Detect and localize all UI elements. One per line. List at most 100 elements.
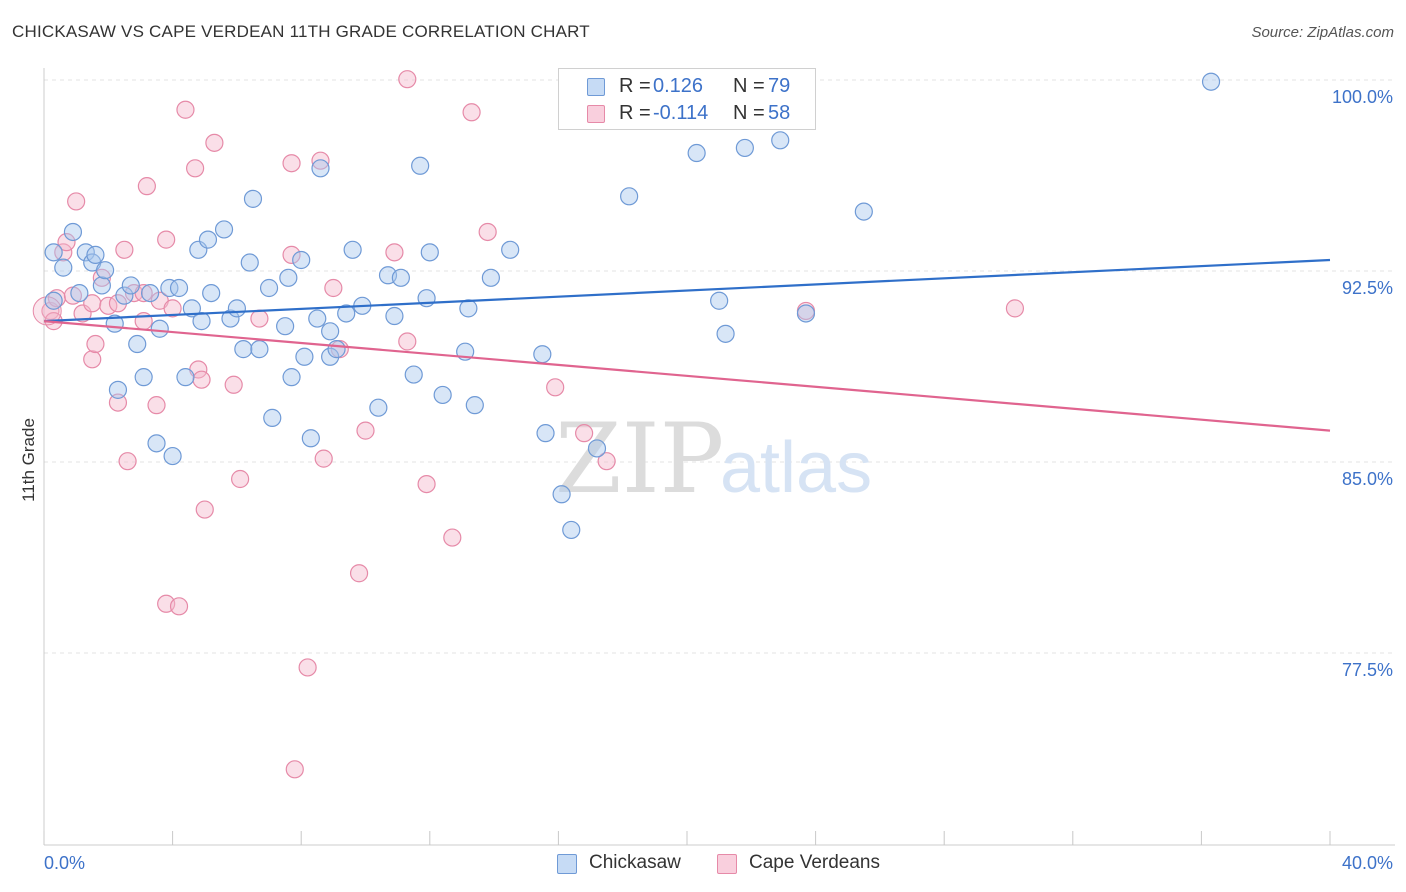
correlation-legend: R = 0.126 N = 79 R = -0.114 N = 58 (558, 68, 816, 130)
cape-verdean-point (32, 296, 62, 326)
chickasaw-point (391, 268, 410, 287)
legend-r-label: R = (619, 102, 651, 124)
chickasaw-point (240, 253, 259, 272)
chickasaw-point (536, 424, 555, 443)
chickasaw-point (1201, 72, 1221, 91)
chickasaw-point (63, 222, 83, 242)
cape-verdean-point (417, 474, 436, 494)
cape-verdean-point (186, 159, 205, 178)
chickasaw-point (369, 398, 388, 417)
chickasaw-point (259, 278, 279, 298)
chickasaw-point (735, 138, 754, 158)
chickasaw-point (214, 220, 234, 239)
cape-verdean-trend-line (43, 320, 1331, 432)
bottom-legend-label: Cape Verdeans (749, 852, 880, 873)
chickasaw-point (279, 268, 298, 287)
cape-verdean-point (115, 240, 134, 259)
chickasaw-point (86, 245, 105, 264)
y-tick-label: 77.5% (1342, 660, 1393, 680)
chickasaw-point (115, 286, 134, 305)
watermark: ZIP atlas (555, 403, 872, 515)
chickasaw-point (796, 304, 816, 323)
cape-verdean-point (356, 421, 375, 440)
cape-verdean-point (137, 177, 156, 196)
chickasaw-point (198, 230, 218, 249)
chickasaw-point (282, 368, 301, 387)
chickasaw-point (321, 347, 340, 366)
chickasaw-point (163, 446, 182, 466)
chickasaw-point (192, 312, 211, 331)
chickasaw-point (44, 243, 63, 262)
legend-r-label: R = (619, 75, 651, 97)
chickasaw-point (465, 396, 484, 415)
chickasaw-point (243, 189, 263, 208)
chickasaw-point (481, 268, 500, 287)
chickasaw-points (44, 72, 1221, 540)
chickasaw-point (295, 347, 314, 366)
chickasaw-point (147, 434, 166, 453)
watermark-atlas: atlas (720, 428, 872, 508)
chickasaw-point (150, 319, 169, 338)
cape-verdean-point (108, 294, 128, 313)
chickasaw-point (562, 520, 581, 540)
watermark-zip: ZIP (555, 403, 724, 515)
cape-verdeans-points (32, 70, 1025, 779)
chickasaw-point (134, 368, 153, 387)
cape-verdean-point (231, 469, 250, 489)
chickasaw-point (459, 299, 478, 318)
cape-verdean-point (349, 564, 369, 583)
legend-n-value: 79 (768, 75, 791, 97)
chickasaw-point (404, 365, 423, 384)
axes (43, 68, 1395, 846)
chickasaw-point (385, 306, 404, 326)
legend-r-value: 0.126 (653, 75, 704, 97)
chickasaw-point (234, 340, 253, 359)
chart-title: CHICKASAW VS CAPE VERDEAN 11TH GRADE COR… (12, 22, 590, 41)
chickasaw-point (176, 368, 195, 387)
cape-verdean-point (478, 222, 497, 242)
cape-verdean-point (546, 378, 565, 397)
cape-verdean-point (157, 230, 176, 249)
chickasaw-point (301, 429, 320, 448)
chickasaw-point (44, 291, 63, 310)
bottom-legend-label: Chickasaw (589, 852, 681, 873)
cape-verdean-point (462, 103, 481, 122)
cape-verdean-point (250, 309, 269, 328)
chickasaw-point (92, 276, 111, 295)
chickasaw-point (552, 485, 571, 504)
cape-verdean-point (298, 658, 317, 677)
bottom-legend-swatch-blue (557, 854, 577, 874)
cape-verdean-point (1005, 299, 1025, 318)
cape-verdean-point (108, 393, 128, 412)
cape-verdean-point (311, 151, 330, 170)
chickasaw-point (128, 334, 147, 354)
chickasaw-point (420, 243, 439, 262)
chickasaw-point (169, 278, 189, 298)
chickasaw-point (533, 345, 552, 364)
legend-r-value: -0.114 (653, 102, 709, 124)
cape-verdean-point (163, 299, 182, 318)
cape-verdean-point (224, 375, 243, 394)
cape-verdean-point (285, 760, 304, 779)
cape-verdean-point (314, 449, 333, 468)
chickasaw-point (140, 283, 160, 303)
cape-verdean-point (443, 528, 462, 547)
cape-verdean-point (67, 192, 86, 211)
cape-verdean-point (324, 278, 343, 298)
cape-verdean-point (282, 154, 301, 173)
chickasaw-point (687, 143, 706, 163)
chickasaw-point (202, 283, 221, 303)
bottom-legend-swatch-pink (717, 854, 737, 874)
chickasaw-point (321, 322, 340, 341)
chickasaw-point (327, 340, 346, 359)
chickasaw-point (108, 380, 128, 399)
cape-verdean-point (385, 243, 404, 262)
cape-verdean-point (192, 370, 211, 389)
chickasaw-point (308, 309, 327, 328)
cape-verdean-point (205, 133, 224, 152)
y-tick-labels: 77.5% 85.0% 92.5% 100.0% (1332, 87, 1393, 680)
x-tick-label: 0.0% (44, 853, 85, 873)
cape-verdean-point (83, 350, 102, 369)
chickasaw-point (221, 309, 240, 328)
chickasaw-point (337, 304, 356, 323)
